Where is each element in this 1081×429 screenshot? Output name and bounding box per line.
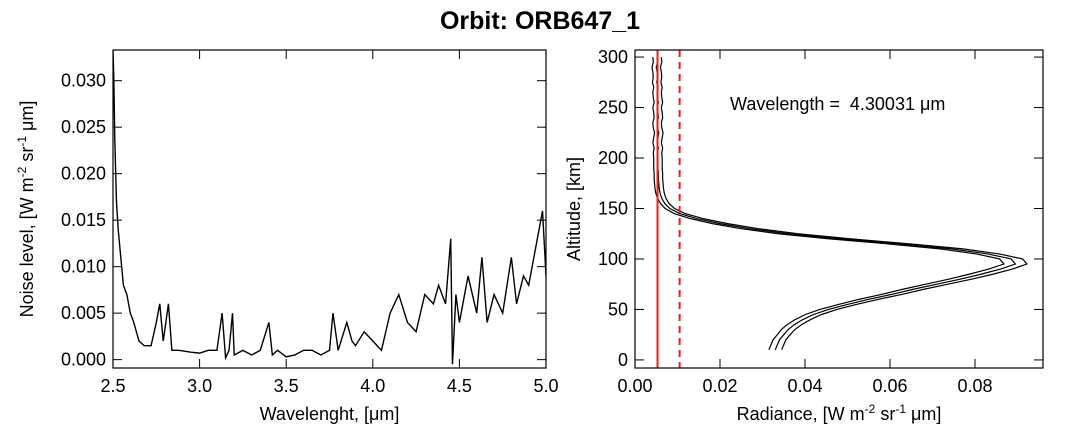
y-axis-label: Altitude, [km] xyxy=(564,157,584,261)
x-tick-label: 4.5 xyxy=(447,376,472,396)
plot-area xyxy=(113,50,546,365)
annotation: Wavelength = 4.30031 μm xyxy=(730,94,945,114)
label-part: Noise level, [W m xyxy=(17,177,37,317)
y-tick-label: 300 xyxy=(598,47,628,67)
noise-line xyxy=(113,50,546,365)
y-tick-label: 50 xyxy=(608,299,628,319)
label-part: sr xyxy=(875,404,895,424)
x-tick-label: 0.02 xyxy=(702,376,737,396)
x-tick-label: 5.0 xyxy=(533,376,558,396)
y-tick-label: 0.005 xyxy=(61,303,106,323)
plot-frame xyxy=(112,49,547,369)
y-tick-label: 200 xyxy=(598,148,628,168)
y-tick-label: 0.000 xyxy=(61,350,106,370)
x-tick-label: 0.08 xyxy=(957,376,992,396)
figure-title: Orbit: ORB647_1 xyxy=(440,7,640,35)
label-part: sr xyxy=(17,147,37,167)
plot-area xyxy=(651,50,1028,368)
x-tick-label: 3.5 xyxy=(274,376,299,396)
y-tick-label: 0.010 xyxy=(61,257,106,277)
y-tick-label: 150 xyxy=(598,198,628,218)
label-part: -2 xyxy=(865,402,876,416)
plot-frame xyxy=(634,49,1044,369)
y-tick-label: 0.015 xyxy=(61,210,106,230)
label-part: -1 xyxy=(15,136,29,147)
label-part: -1 xyxy=(895,402,906,416)
plot: 0.00 0.02 0.04 0.06 0.08 0 50 100 150 200 250 300 Wa… xyxy=(598,47,1044,396)
y-tick-label: 0 xyxy=(618,350,628,370)
plot: 2.5 3.0 3.5 4.0 4.5 5.0 0.000 0.005 0.010 0.015 0.… xyxy=(61,49,559,396)
y-tick-label: 250 xyxy=(598,98,628,118)
x-tick-label: 3.0 xyxy=(187,376,212,396)
y-axis-label: Noise level, [W m-2 sr-1 μm] xyxy=(15,101,37,318)
x-tick-label: 0.06 xyxy=(872,376,907,396)
x-tick-label: 2.5 xyxy=(100,376,125,396)
radiance-profile xyxy=(659,57,1028,351)
label-part: Radiance, [W m xyxy=(737,404,865,424)
y-tick-label: 0.030 xyxy=(61,71,106,91)
x-tick-label: 4.0 xyxy=(360,376,385,396)
y-tick-label: 100 xyxy=(598,249,628,269)
radiance-profile xyxy=(651,57,1005,351)
x-tick-label: 0.04 xyxy=(787,376,822,396)
x-tick-label: 0.00 xyxy=(617,376,652,396)
x-axis-label: Wavelenght, [μm] xyxy=(260,404,400,424)
label-part: -2 xyxy=(15,166,29,177)
y-tick-label: 0.020 xyxy=(61,164,106,184)
y-tick-label: 0.025 xyxy=(61,117,106,137)
label-part: μm] xyxy=(17,101,37,136)
x-axis-label: Radiance, [W m-2 sr-1 μm] xyxy=(737,402,942,424)
label-part: μm] xyxy=(906,404,941,424)
